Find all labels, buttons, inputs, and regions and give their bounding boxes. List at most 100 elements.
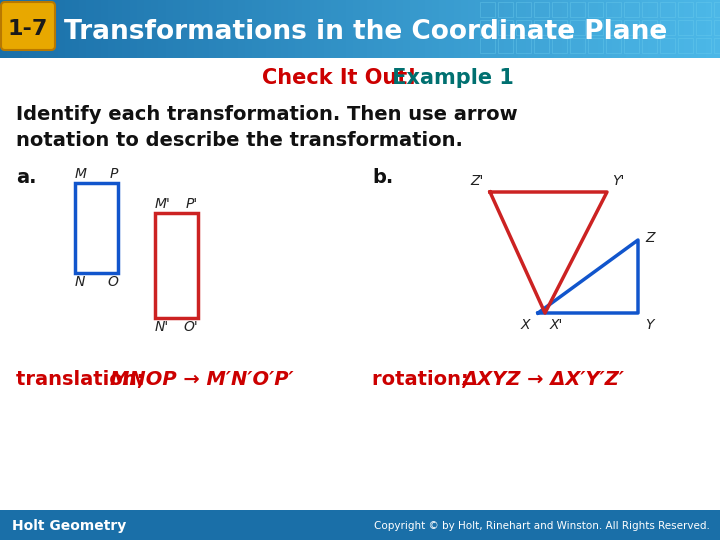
Bar — [642, 2, 657, 17]
Bar — [660, 20, 675, 35]
Bar — [684, 0, 692, 58]
Text: M': M' — [155, 197, 171, 211]
Bar — [606, 38, 621, 53]
Bar — [194, 0, 202, 58]
Bar — [389, 0, 397, 58]
Bar — [130, 0, 138, 58]
Bar — [410, 0, 418, 58]
Bar — [504, 0, 512, 58]
Bar — [115, 0, 123, 58]
Bar — [662, 0, 670, 58]
Bar — [331, 0, 339, 58]
Bar — [439, 0, 447, 58]
Text: N': N' — [155, 320, 169, 334]
Bar — [158, 0, 166, 58]
Bar — [576, 0, 584, 58]
Bar — [288, 0, 296, 58]
Bar — [624, 38, 639, 53]
Bar — [482, 0, 490, 58]
Bar — [612, 0, 620, 58]
Bar — [533, 0, 541, 58]
Bar — [72, 0, 80, 58]
Text: rotation;: rotation; — [372, 370, 475, 389]
Bar — [588, 20, 603, 35]
Bar — [418, 0, 426, 58]
Bar — [598, 0, 606, 58]
Bar — [403, 0, 411, 58]
Bar — [461, 0, 469, 58]
Bar — [516, 20, 531, 35]
Bar — [570, 2, 585, 17]
Bar — [155, 213, 198, 318]
Bar — [498, 20, 513, 35]
Bar — [266, 0, 274, 58]
Bar — [518, 0, 526, 58]
Bar — [588, 2, 603, 17]
Bar — [660, 38, 675, 53]
Text: Transformations in the Coordinate Plane: Transformations in the Coordinate Plane — [64, 19, 667, 45]
Bar — [360, 0, 368, 58]
Text: ΔXYZ → ΔX′Y′Z′: ΔXYZ → ΔX′Y′Z′ — [462, 370, 624, 389]
Bar — [678, 20, 693, 35]
Bar — [374, 0, 382, 58]
Bar — [516, 2, 531, 17]
Bar — [583, 0, 591, 58]
Bar — [670, 0, 678, 58]
Bar — [605, 0, 613, 58]
Bar — [642, 38, 657, 53]
Bar — [480, 2, 495, 17]
Text: Identify each transformation. Then use arrow
notation to describe the transforma: Identify each transformation. Then use a… — [16, 105, 518, 151]
Bar — [65, 0, 73, 58]
Bar — [36, 0, 44, 58]
Bar — [606, 2, 621, 17]
Bar — [346, 0, 354, 58]
Text: O': O' — [184, 320, 198, 334]
Bar — [713, 0, 720, 58]
Bar — [281, 0, 289, 58]
Bar — [706, 0, 714, 58]
Text: X: X — [521, 318, 530, 332]
Bar — [498, 2, 513, 17]
Bar — [75, 183, 118, 273]
Bar — [678, 38, 693, 53]
Text: O: O — [107, 275, 118, 289]
Bar — [432, 0, 440, 58]
Bar — [166, 0, 174, 58]
Bar — [209, 0, 217, 58]
Text: Y': Y' — [612, 174, 624, 188]
Bar — [696, 20, 711, 35]
Bar — [588, 38, 603, 53]
Bar — [22, 0, 30, 58]
Bar — [626, 0, 634, 58]
Text: Z: Z — [645, 231, 654, 245]
Bar — [295, 0, 303, 58]
Text: Y: Y — [645, 318, 654, 332]
Bar — [498, 38, 513, 53]
Text: 1-7: 1-7 — [8, 19, 48, 39]
Bar — [238, 0, 246, 58]
Bar — [302, 0, 310, 58]
Text: M: M — [75, 167, 87, 181]
Bar — [0, 510, 720, 540]
Bar — [230, 0, 238, 58]
Bar — [677, 0, 685, 58]
FancyBboxPatch shape — [1, 2, 55, 50]
Bar — [29, 0, 37, 58]
Bar — [490, 0, 498, 58]
Bar — [425, 0, 433, 58]
Bar — [570, 38, 585, 53]
Bar — [547, 0, 555, 58]
Bar — [108, 0, 116, 58]
Bar — [122, 0, 130, 58]
Bar — [534, 20, 549, 35]
Bar — [101, 0, 109, 58]
Bar — [50, 0, 58, 58]
Bar — [590, 0, 598, 58]
Bar — [714, 38, 720, 53]
Bar — [86, 0, 94, 58]
Bar — [274, 0, 282, 58]
Bar — [245, 0, 253, 58]
Bar — [367, 0, 375, 58]
Text: Z': Z' — [471, 174, 484, 188]
Bar — [151, 0, 159, 58]
